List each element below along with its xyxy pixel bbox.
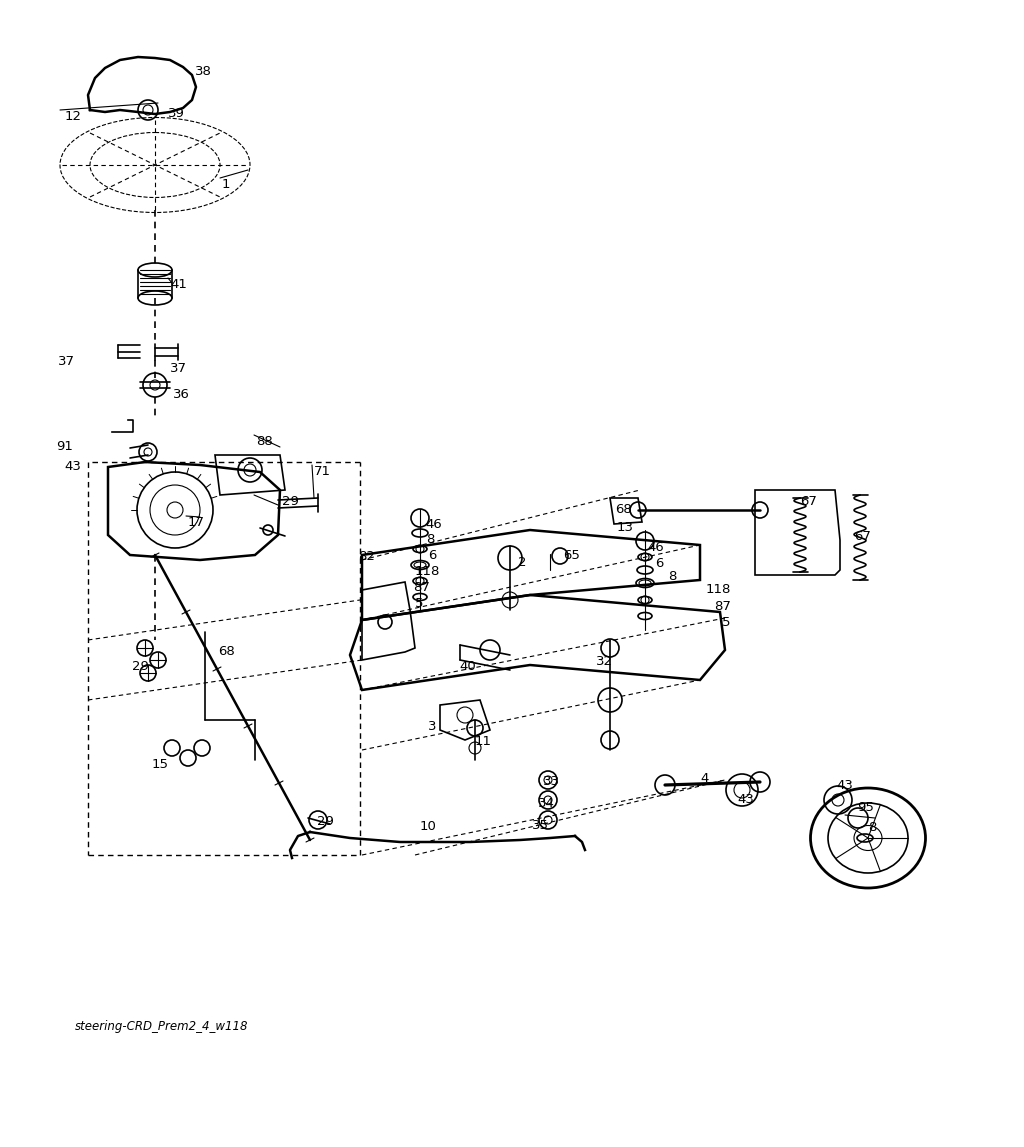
Text: 34: 34 [538,797,555,810]
Text: 35: 35 [532,819,549,832]
Text: 71: 71 [314,465,331,478]
Text: 65: 65 [563,549,580,562]
Text: 43: 43 [63,460,81,473]
Text: 82: 82 [358,551,375,563]
Text: 3: 3 [428,720,436,733]
Text: 43: 43 [836,779,853,791]
Text: 6: 6 [655,557,664,570]
Text: 46: 46 [425,518,441,531]
Text: 15: 15 [152,758,169,771]
Text: 39: 39 [168,107,185,120]
Text: 17: 17 [188,516,205,529]
Text: 5: 5 [415,596,424,610]
Text: 68: 68 [615,504,632,516]
Text: steering-CRD_Prem2_4_w118: steering-CRD_Prem2_4_w118 [75,1020,249,1033]
Text: 6: 6 [428,549,436,562]
Text: 32: 32 [596,655,613,668]
Text: 67: 67 [800,496,817,508]
Text: 40: 40 [459,660,476,673]
Text: 87: 87 [413,582,430,594]
Text: 1: 1 [222,178,230,192]
Text: 4: 4 [700,772,709,785]
Text: 41: 41 [170,278,186,291]
Text: 67: 67 [854,530,870,543]
Text: 68: 68 [218,645,234,658]
Text: 88: 88 [256,435,272,448]
Text: 43: 43 [737,793,754,806]
Text: 29: 29 [132,660,148,673]
Text: 37: 37 [58,356,75,368]
Text: 95: 95 [857,801,873,814]
Text: 2: 2 [518,556,526,569]
Text: 13: 13 [617,521,634,535]
Text: 8: 8 [426,533,434,546]
Text: 29: 29 [282,496,299,508]
Text: 87: 87 [714,600,731,612]
Text: 12: 12 [65,110,82,123]
Text: 33: 33 [543,775,560,788]
Text: 5: 5 [722,616,730,629]
Text: 38: 38 [195,65,212,78]
Text: 118: 118 [415,565,440,578]
Text: 46: 46 [647,541,664,554]
Text: 29: 29 [317,816,334,828]
Text: 11: 11 [475,735,492,748]
Text: 8: 8 [868,821,877,834]
Text: 118: 118 [706,583,731,596]
Text: 36: 36 [173,388,189,401]
Text: 8: 8 [668,570,677,583]
Text: 10: 10 [420,820,437,833]
Text: 37: 37 [170,362,187,375]
Text: 91: 91 [56,440,73,453]
